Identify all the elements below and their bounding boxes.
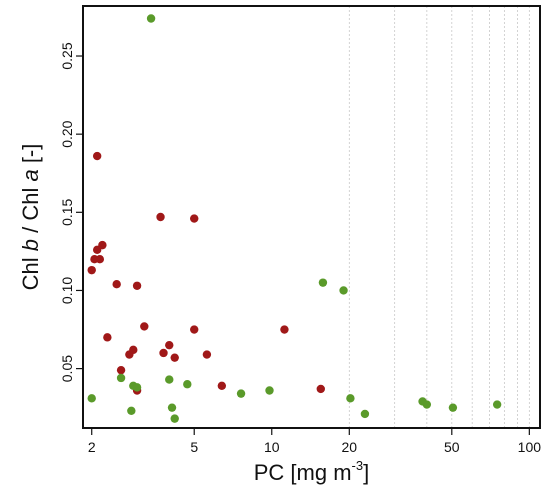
data-point-series-2 xyxy=(318,278,328,287)
x-tick-label: 50 xyxy=(444,439,460,455)
data-point-series-2 xyxy=(132,383,142,392)
x-axis-title-end: ] xyxy=(363,460,369,485)
data-point-series-1 xyxy=(140,322,149,331)
x-tick-label: 100 xyxy=(518,439,542,455)
data-point-series-2 xyxy=(339,286,348,295)
plot-frame xyxy=(82,5,541,429)
data-point-series-2 xyxy=(346,394,355,403)
data-point-series-1 xyxy=(165,340,174,350)
data-point-series-1 xyxy=(156,212,165,222)
data-point-series-2 xyxy=(360,409,370,419)
data-point-series-1 xyxy=(103,333,112,342)
data-point-series-1 xyxy=(316,384,325,394)
data-point-series-2 xyxy=(127,406,136,416)
data-point-series-2 xyxy=(167,403,177,412)
x-axis-title: PC [mg m-3] xyxy=(254,458,369,485)
data-point-series-2 xyxy=(87,394,96,403)
x-tick-label: 5 xyxy=(190,439,198,455)
data-point-series-1 xyxy=(202,350,212,359)
data-point-series-1 xyxy=(190,214,199,223)
grid-lines xyxy=(348,6,530,428)
y-axis-title-part-5: [-] xyxy=(18,144,43,170)
y-axis-title: Chl b / Chl a [-] xyxy=(18,144,43,291)
data-point-series-1 xyxy=(217,381,227,390)
data-point-series-1 xyxy=(112,280,121,289)
data-point-series-1 xyxy=(170,353,179,362)
y-axis-title-part-2: b xyxy=(18,239,43,251)
data-points xyxy=(87,14,502,423)
data-point-series-2 xyxy=(165,375,174,384)
y-axis-title-part-4: a xyxy=(18,169,43,181)
y-tick-label: 0.25 xyxy=(59,42,75,69)
y-axis-title-part-1: Chl xyxy=(18,251,43,290)
data-point-series-2 xyxy=(492,400,502,409)
y-tick-label: 0.20 xyxy=(59,120,75,147)
y-tick-label: 0.05 xyxy=(59,355,75,382)
data-point-series-2 xyxy=(170,414,179,423)
data-point-series-1 xyxy=(129,345,138,355)
data-point-series-1 xyxy=(132,281,142,290)
data-point-series-2 xyxy=(422,400,432,409)
data-point-series-1 xyxy=(98,240,107,250)
x-axis-title-base: PC [mg m xyxy=(254,460,352,485)
data-point-series-2 xyxy=(146,14,156,23)
y-tick-label: 0.15 xyxy=(59,198,75,225)
x-tick-label: 10 xyxy=(264,439,280,455)
data-point-series-2 xyxy=(116,373,126,383)
data-point-series-2 xyxy=(448,403,458,412)
data-point-series-1 xyxy=(190,325,199,334)
data-point-series-1 xyxy=(95,255,105,264)
data-point-series-1 xyxy=(116,365,126,375)
y-tick-label: 0.10 xyxy=(59,277,75,304)
x-axis-title-superscript: -3 xyxy=(352,458,364,473)
x-tick-label: 2 xyxy=(88,439,96,455)
data-point-series-2 xyxy=(236,389,246,398)
data-point-series-1 xyxy=(92,151,102,161)
x-tick-label: 20 xyxy=(342,439,358,455)
data-point-series-1 xyxy=(280,325,289,334)
axis-ticks: 2 5 10 20 50 100 0.05 0.10 0.15 0.20 0.25 xyxy=(59,42,541,455)
data-point-series-2 xyxy=(183,380,192,389)
data-point-series-1 xyxy=(87,265,96,275)
y-axis-title-part-3: / Chl xyxy=(18,182,43,239)
data-point-series-2 xyxy=(265,386,274,395)
data-point-series-1 xyxy=(159,348,168,358)
